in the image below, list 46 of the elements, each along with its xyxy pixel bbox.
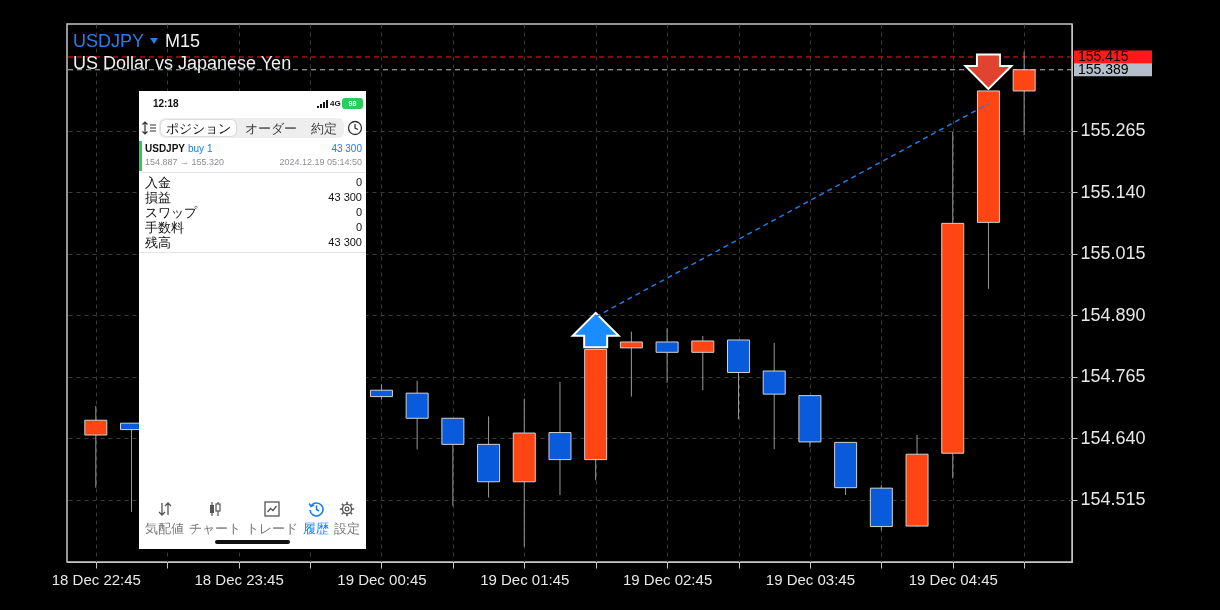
annotation: 損益 [145,189,171,205]
x-tick-label: 19 Dec 00:45 [337,570,427,588]
y-tick-label: 154.890 [1080,304,1146,325]
candlestick [655,327,679,384]
annotation: 0 [355,220,362,233]
x-tick-label: 19 Dec 01:45 [480,570,570,588]
annotation: M15 [165,30,201,51]
annotation: 12:18 [153,98,179,109]
candlestick [762,342,786,450]
y-tick-label: 155.140 [1080,181,1146,202]
text: US Dollar vs Japanese Yen [73,53,292,74]
annotation: 0 [355,205,362,218]
annotation: トレード [246,520,298,536]
y-tick-label: 155.015 [1080,243,1146,264]
annotation: 43 300 [328,190,362,203]
x-tick-label: 19 Dec 04:45 [908,570,998,588]
y-tick-label: 154.640 [1080,427,1146,448]
candlestick [691,335,715,391]
annotation: チャート [189,520,242,536]
annotation: 設定 [333,520,360,536]
x-tick-label: 18 Dec 23:45 [194,570,284,588]
annotation: 手数料 [145,219,184,235]
annotation: 4G [330,99,341,108]
annotation: buy 1 [188,143,213,154]
annotation: 43 300 [331,143,362,154]
annotation: オーダー [245,120,297,136]
y-tick-label: 154.765 [1080,366,1146,387]
annotation: 入金 [145,174,171,190]
annotation: 残高 [145,234,171,250]
x-tick-label: 19 Dec 02:45 [622,570,713,588]
annotation: 154.887 → 155.320 [145,157,225,167]
annotation: 気配値 [145,520,185,536]
annotation: USDJPY [145,143,186,154]
annotation: 2024.12.19 05:14:50 [279,157,362,167]
y-tick-label: 154.515 [1080,489,1146,510]
annotation: 履歴 [302,520,329,536]
y-tick-label: 155.265 [1080,120,1146,141]
chart-title: USDJPY [73,30,145,51]
annotation: スワップ [145,204,197,220]
annotation: 0 [355,175,362,188]
candlestick [619,331,643,398]
x-tick-label: 18 Dec 22:45 [51,570,141,588]
annotation: 43 300 [328,235,362,248]
candlestick [1012,51,1036,136]
annotation: 約定 [311,120,337,136]
x-tick-label: 19 Dec 03:45 [765,570,856,588]
